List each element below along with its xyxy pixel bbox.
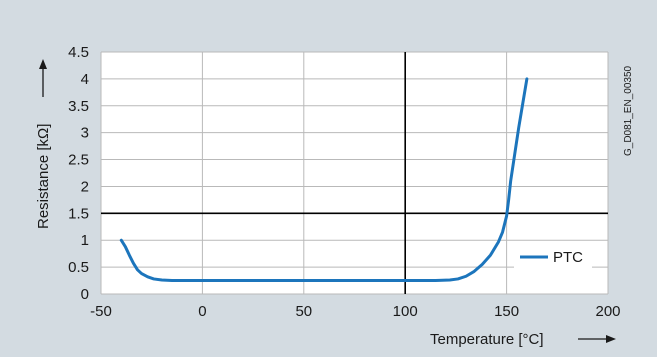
y-tick-label: 2.5 [68,152,89,169]
y-tick-label: 3.5 [68,98,89,115]
y-tick-label: 1.5 [68,205,89,222]
y-axis-arrow [39,59,47,97]
x-tick-label: 200 [595,303,620,320]
y-tick-label: 0 [81,286,89,303]
x-tick-label: 100 [393,303,418,320]
y-tick-label: 4 [81,71,89,88]
x-tick-label: 50 [295,303,312,320]
x-axis-title: Temperature [°C] [430,331,544,348]
y-tick-label: 1 [81,232,89,249]
y-tick-label: 3 [81,125,89,142]
series-layer [119,77,529,283]
reference-lines [101,52,608,294]
x-tick-label: 150 [494,303,519,320]
x-axis-arrow [578,335,616,343]
y-tick-label: 2 [81,178,89,195]
figure-code: G_D081_EN_00350 [623,65,634,156]
x-tick-label: 0 [198,303,206,320]
y-tick-label: 4.5 [68,44,89,61]
x-tick-label: -50 [90,303,112,320]
legend-label-ptc: PTC [553,249,583,266]
series-line-ptc [119,77,529,283]
y-tick-label: 0.5 [68,259,89,276]
legend: PTC [514,241,592,271]
y-axis-title: Resistance [kΩ] [35,124,52,229]
